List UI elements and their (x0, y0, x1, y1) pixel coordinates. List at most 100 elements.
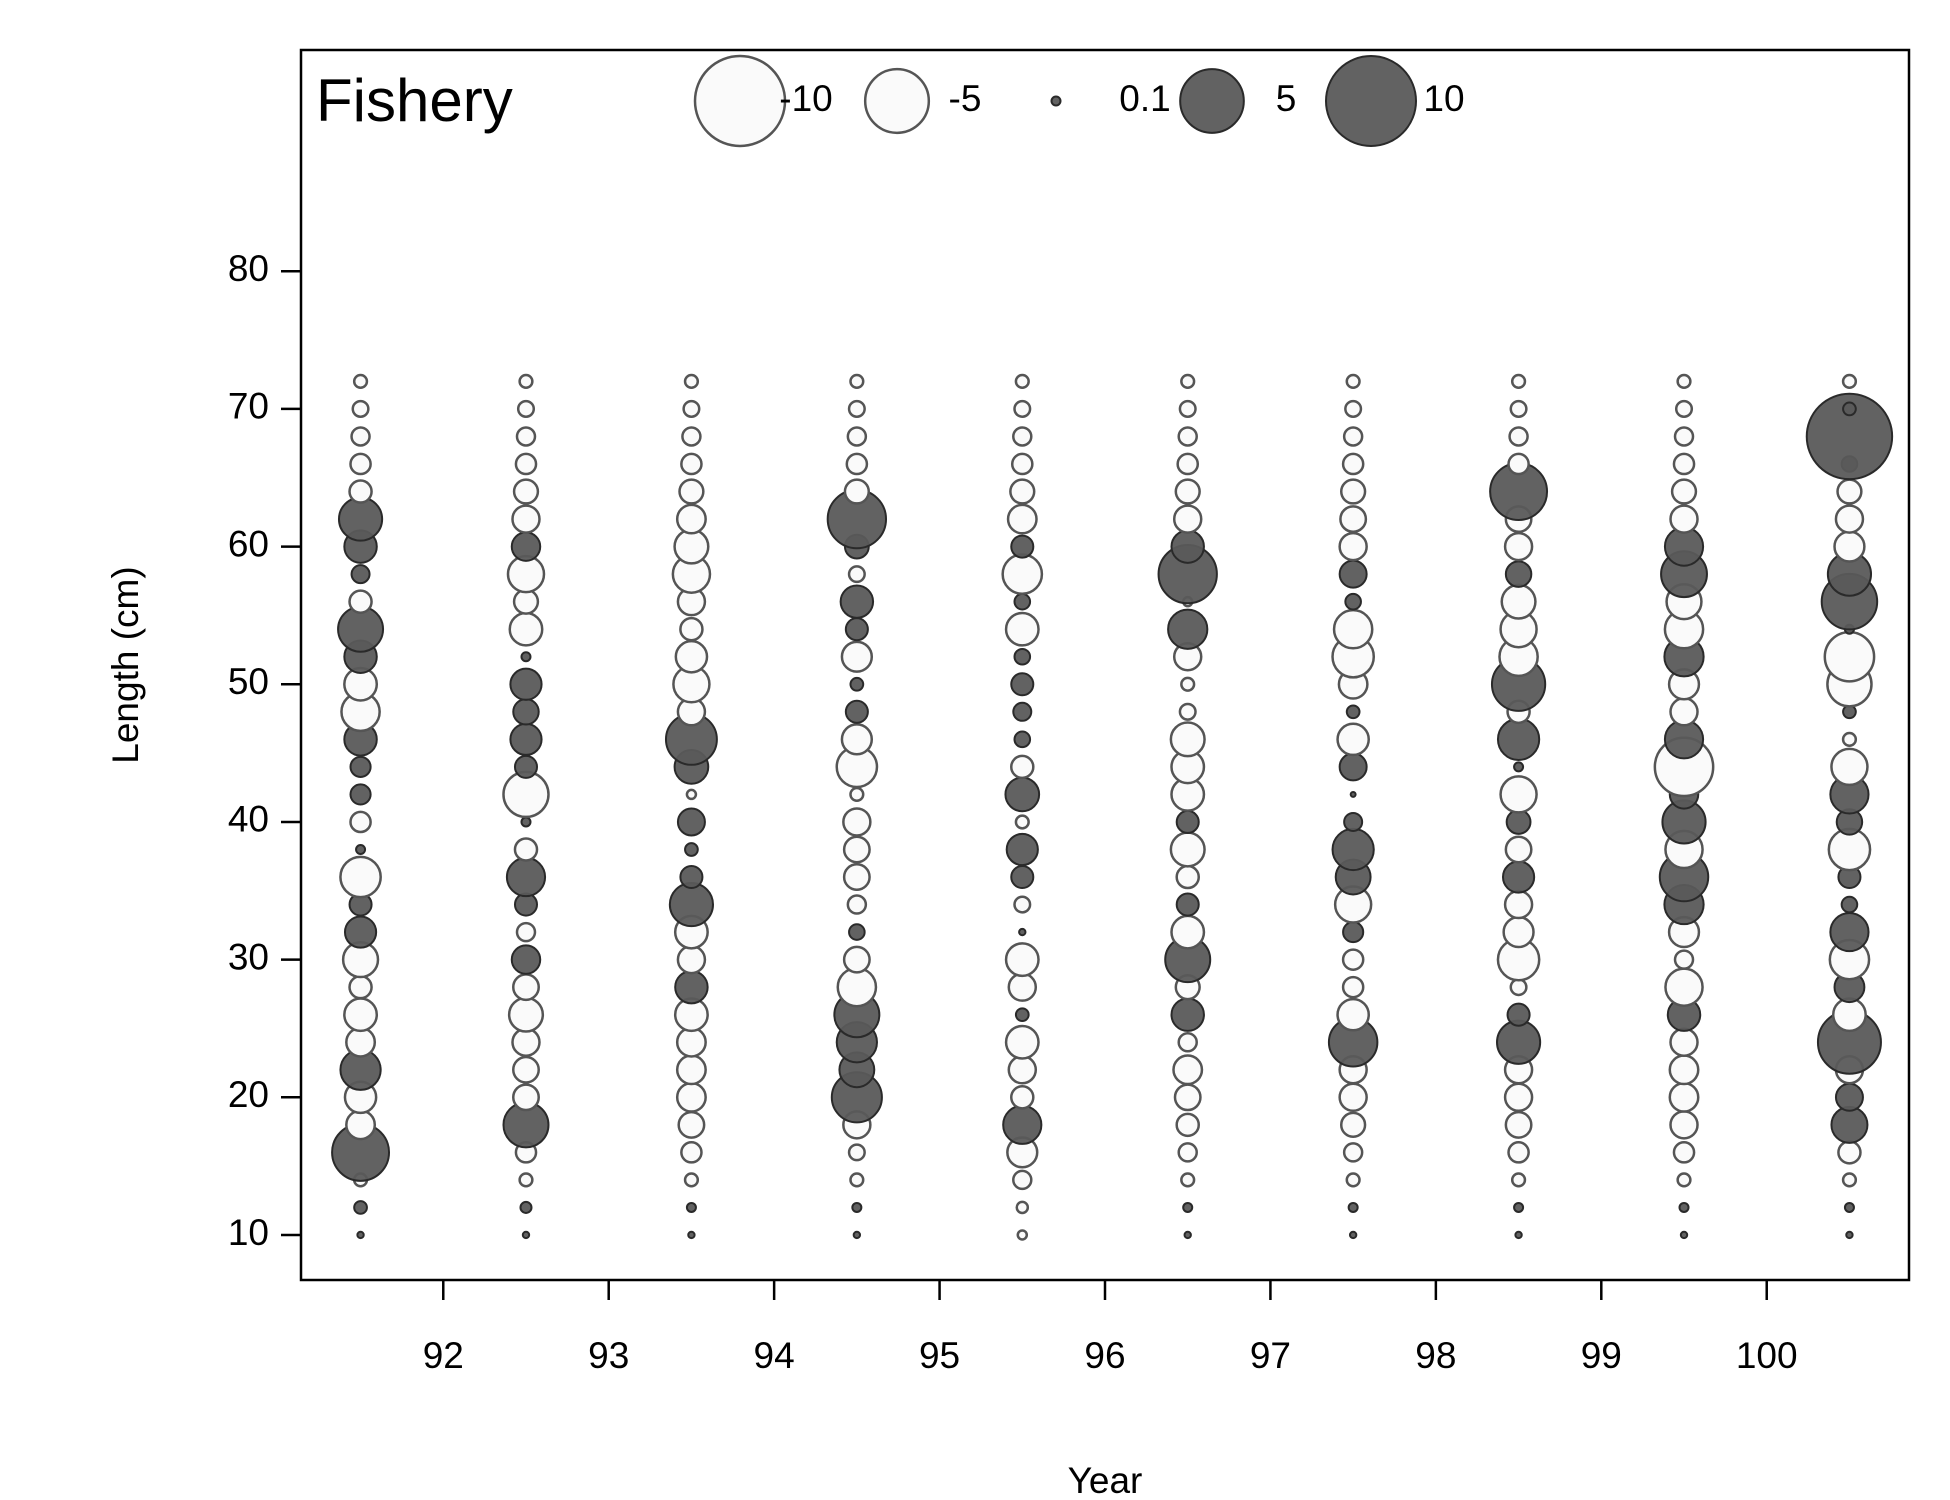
bubble (1805, 392, 1894, 481)
bubble (1169, 831, 1206, 868)
bubble (1169, 721, 1206, 758)
bubble (847, 1143, 866, 1162)
bubble (846, 894, 868, 915)
bubble (1341, 452, 1365, 476)
bubble (1503, 531, 1534, 562)
legend-label: 0.1 (1119, 78, 1170, 119)
legend-bubble (1050, 95, 1062, 107)
bubble (1007, 972, 1038, 1002)
x-tick-label: 99 (1581, 1335, 1622, 1376)
bubble (519, 1200, 533, 1214)
bubble (1342, 426, 1364, 447)
bubble (1676, 373, 1692, 390)
bubble (1500, 583, 1537, 620)
bubble (1673, 426, 1695, 447)
bubble (1504, 1110, 1533, 1139)
bubble (680, 452, 703, 476)
bubble (512, 698, 540, 726)
bubble (356, 1230, 365, 1240)
bubble (515, 426, 537, 447)
bubble (1509, 978, 1528, 997)
bubble (1841, 731, 1858, 747)
bubble (849, 676, 865, 692)
bubble (1013, 895, 1032, 914)
bubble (684, 842, 699, 857)
bubble (844, 699, 869, 724)
bubble (1836, 478, 1863, 505)
bubble (679, 616, 704, 642)
bubble (1834, 1082, 1864, 1112)
bubble (349, 810, 372, 834)
bubble (1010, 1085, 1035, 1110)
bubble (1174, 478, 1201, 505)
bubble (509, 667, 543, 701)
bubble (843, 478, 871, 505)
bubble (343, 997, 379, 1033)
bubble (1170, 997, 1205, 1032)
bubble (1013, 592, 1032, 611)
bubble (1180, 373, 1196, 390)
x-tick-label: 93 (588, 1335, 629, 1376)
bubble (1829, 912, 1870, 953)
bubble (1669, 1027, 1699, 1057)
bubble (1339, 1111, 1367, 1138)
bubble (1837, 1140, 1862, 1165)
bubble (513, 837, 539, 862)
bubble (1673, 949, 1695, 970)
bubble (1823, 630, 1876, 683)
bubble (674, 969, 709, 1005)
bubble (1331, 827, 1375, 872)
y-tick-label: 40 (228, 799, 269, 840)
bubble (1341, 975, 1365, 999)
legend-bubble (863, 67, 931, 135)
legend-bubble (693, 54, 787, 148)
bubble (1182, 1201, 1194, 1213)
bubble (1506, 1002, 1531, 1027)
bubble (1669, 504, 1699, 534)
bubble (683, 1172, 700, 1188)
bubble (675, 1026, 707, 1058)
bubble (1507, 452, 1530, 476)
bubble (1336, 997, 1370, 1032)
y-tick-label: 60 (228, 523, 269, 564)
bubble (1831, 997, 1867, 1033)
bubble (348, 589, 373, 614)
bubble (849, 373, 865, 390)
bubble (1670, 478, 1698, 505)
bubble (849, 1172, 865, 1188)
bubble (1341, 948, 1365, 971)
bubble (1007, 1055, 1038, 1085)
legend-label: -10 (779, 78, 832, 119)
bubble (1175, 809, 1200, 834)
bubble (1005, 832, 1039, 867)
legend-bubble (1325, 55, 1417, 147)
bubble (1349, 790, 1357, 798)
bubble (675, 503, 707, 535)
bubble (845, 452, 869, 476)
bubble (507, 996, 545, 1033)
bubble (1664, 967, 1704, 1007)
bubble (1183, 1230, 1192, 1240)
bubble (1344, 592, 1362, 611)
bubble (1502, 915, 1535, 949)
bubble (510, 531, 542, 562)
bubble (1348, 1230, 1358, 1240)
bubble (1010, 672, 1035, 697)
bubble (1833, 530, 1866, 563)
bubble (1344, 399, 1363, 418)
bubble (1178, 399, 1197, 418)
bubble (674, 639, 709, 674)
bubble (675, 1054, 707, 1086)
bubble (842, 807, 872, 837)
bubble (1504, 835, 1533, 864)
bubble (1010, 452, 1034, 476)
legend-bubble (1179, 68, 1245, 134)
bubble (1170, 529, 1205, 564)
bubble (353, 1200, 368, 1215)
bubble (351, 399, 370, 418)
bubble (1178, 702, 1197, 721)
bubble (1177, 426, 1198, 447)
bubble (1842, 401, 1857, 417)
bubble (676, 807, 706, 837)
